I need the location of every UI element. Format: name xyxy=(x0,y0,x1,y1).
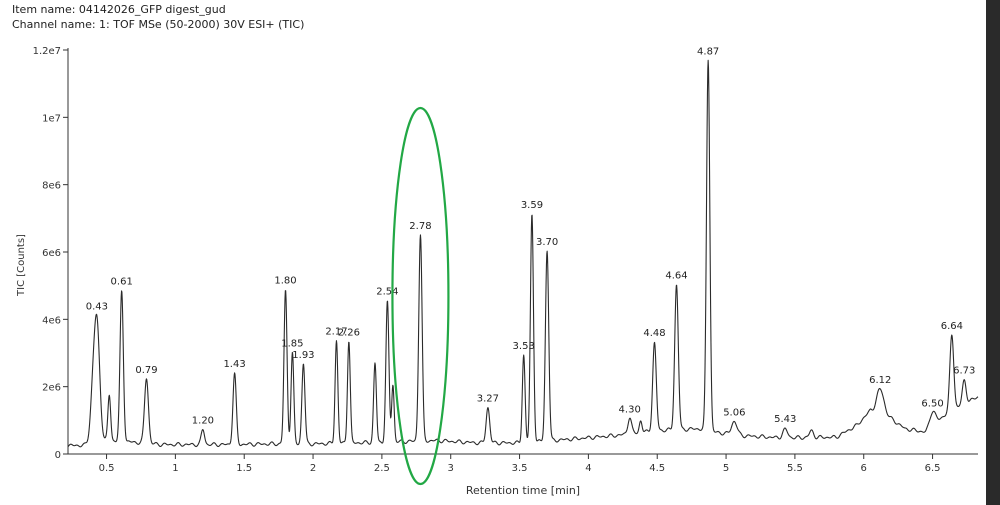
peak-label: 1.20 xyxy=(192,416,214,427)
peak-label: 4.64 xyxy=(665,271,687,282)
item-name-label: Item name: 04142026_GFP digest_gud xyxy=(12,3,226,16)
tic-trace-line xyxy=(67,59,979,448)
peak-label: 6.50 xyxy=(921,398,943,409)
axes-group xyxy=(67,48,978,455)
y-tick-label: 1e7 xyxy=(42,113,61,124)
peak-label: 6.12 xyxy=(869,375,891,386)
peak-label: 3.53 xyxy=(513,341,535,352)
peak-labels-group: 0.43 0.61 0.79 1.20 1.43 1.80 1.851.93 2.172.26… xyxy=(86,46,976,426)
x-tick-label: 1 xyxy=(172,463,178,474)
peak-label: 0.61 xyxy=(111,277,133,288)
x-tick-label: 4 xyxy=(585,463,591,474)
y-axis-label: TIC [Counts] xyxy=(16,234,27,297)
peak-label: 6.73 xyxy=(953,366,975,377)
peak-label: 2.54 xyxy=(376,286,398,297)
x-tick-label: 3.5 xyxy=(512,463,528,474)
peak-label: 5.06 xyxy=(723,407,745,418)
peak-label: 4.87 xyxy=(697,46,719,57)
x-tick-label: 4.5 xyxy=(649,463,665,474)
peak-label: 0.79 xyxy=(135,365,157,376)
x-axis-label: Retention time [min] xyxy=(466,484,580,497)
x-tick-label: 2.5 xyxy=(374,463,390,474)
y-tick-label: 4e6 xyxy=(42,315,61,326)
highlight-ellipse xyxy=(391,106,450,486)
x-tick-label: 1.5 xyxy=(236,463,252,474)
y-tick-label: 0 xyxy=(55,450,61,461)
x-tick-label: 3 xyxy=(448,463,454,474)
peak-label: 1.85 xyxy=(281,338,303,349)
x-tick-label: 0.5 xyxy=(99,463,115,474)
peak-label: 6.64 xyxy=(941,321,963,332)
peak-label: 4.48 xyxy=(643,328,665,339)
ticks-group: 0.5 1 1.5 2 2.5 3 3.5 4 4.5 5 5.5 6 6.502e64e66e68e6… xyxy=(33,46,941,474)
peak-label: 5.43 xyxy=(774,414,796,425)
x-tick-label: 5.5 xyxy=(787,463,803,474)
y-tick-label: 8e6 xyxy=(42,181,61,192)
peak-label: 2.78 xyxy=(409,221,431,232)
peak-label: 2.26 xyxy=(338,328,360,339)
peak-label: 4.30 xyxy=(619,404,641,415)
peak-label: 1.93 xyxy=(292,350,314,361)
peak-label: 3.59 xyxy=(521,200,543,211)
peak-label: 3.27 xyxy=(477,394,499,405)
peak-label: 3.70 xyxy=(536,237,558,248)
peak-label: 0.43 xyxy=(86,302,108,313)
peak-label: 1.43 xyxy=(223,359,245,370)
peak-label: 1.80 xyxy=(274,276,296,287)
x-tick-label: 6.5 xyxy=(925,463,941,474)
y-tick-label: 2e6 xyxy=(42,383,61,394)
x-tick-label: 5 xyxy=(723,463,729,474)
window-edge-scrollbar[interactable] xyxy=(986,0,1000,505)
x-tick-label: 2 xyxy=(310,463,316,474)
peak-label: 2.17 xyxy=(325,327,347,338)
y-tick-label: 6e6 xyxy=(42,248,61,259)
channel-name-label: Channel name: 1: TOF MSe (50-2000) 30V E… xyxy=(12,18,305,31)
y-tick-label: 1.2e7 xyxy=(33,46,61,57)
x-tick-label: 6 xyxy=(861,463,867,474)
